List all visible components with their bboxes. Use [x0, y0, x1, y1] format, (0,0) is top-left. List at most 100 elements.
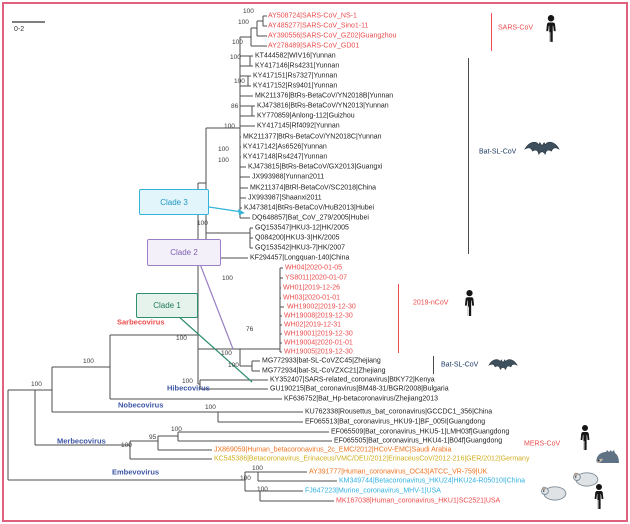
taxon-label: WH01|2019-12-26: [283, 284, 341, 292]
bootstrap-value: 95: [149, 433, 157, 441]
taxon-label: JX993988|Yunnan2011: [252, 173, 325, 181]
taxon-label: MK167038|Human_coronavirus_HKU1|SC2521|U…: [336, 497, 501, 505]
bootstrap-value: 100: [232, 38, 243, 46]
taxon-label: KJ473815|BtRs-BetaCoV/GX2013|Guangxi: [248, 163, 383, 171]
bootstrap-value: 100: [205, 403, 216, 411]
taxon-label: KF636752|Bat_Hp-betacoronavirus/Zhejiang…: [284, 395, 438, 403]
bat-sl-cov-group-label: Bat-SL-CoV: [479, 148, 517, 156]
bootstrap-value: 100: [238, 18, 249, 26]
taxon-label: JX993987|Shaanxi2011: [248, 194, 322, 202]
rodent-icon: [541, 486, 567, 501]
bootstrap-value: 100: [197, 219, 208, 227]
ncov-group-label: 2019-nCoV: [413, 299, 449, 307]
clade-1-box: Clade 1: [136, 293, 198, 318]
taxon-label: AY390556|SARS-CoV_GZ02|Guangzhou: [268, 32, 397, 40]
taxon-label: MK211377|BtRs-BetaCoV/YN2018C|Yunnan: [243, 133, 382, 141]
taxon-label: KT444582|WIV16|Yunnan: [255, 52, 336, 60]
clade-3-label: Clade 3: [160, 197, 188, 207]
taxon-label: KY417146|Rs4231|Yunnan: [255, 62, 340, 70]
clade-2-box: Clade 2: [147, 239, 221, 266]
bootstrap-value: 100: [171, 425, 182, 433]
scale-bar: [12, 21, 45, 23]
taxon-label: WH19005|2019-12-30: [284, 348, 353, 356]
mers-cov-group-label: MERS-CoV: [524, 440, 561, 448]
taxon-label: WH19001|2019-12-30: [284, 330, 353, 338]
taxon-label: KY417145|Rf4092|Yunnan: [257, 122, 340, 130]
bootstrap-value: 100: [176, 334, 187, 342]
taxon-label: WH19004|2020-01-01: [284, 339, 353, 347]
bootstrap-value: 100: [222, 274, 233, 282]
genus-label: Nobecovirus: [118, 400, 164, 410]
taxon-label: KJ473814|BtRs-BetaCoV/HuB2013|Hubei: [244, 204, 375, 212]
bootstrap-value: 100: [228, 361, 239, 369]
taxon-label: WH04|2020-01-05: [285, 264, 343, 272]
taxon-label: MG772933|bat-SL-CoVZC45|Zhejiang: [262, 357, 381, 365]
bootstrap-value: 100: [218, 156, 229, 164]
taxon-label: AY391777|Human_coronavirus_OC43|ATCC_VR-…: [309, 468, 488, 476]
taxon-label: AY278489|SARS-CoV_GD01: [268, 42, 360, 50]
taxon-label: WH19002|2019-12-30: [287, 303, 356, 311]
taxon-label: EF065509|Bat_coronavirus_HKU5-1|LMH03f|G…: [331, 428, 510, 436]
bat-icon: [524, 141, 560, 156]
scale-bar-label: 0-2: [14, 26, 25, 33]
genus-label: Hibecovirus: [167, 383, 210, 393]
bootstrap-value: 100: [182, 377, 193, 385]
sars-cov-group-label: SARS-CoV: [498, 24, 534, 32]
taxon-label: KF294457|Longquan-140|China: [250, 254, 350, 262]
ncov-group-line: [398, 284, 399, 353]
bootstrap-value: 100: [240, 474, 251, 482]
bootstrap-value: 100: [83, 357, 94, 365]
taxon-label: WH02|2019-12-31: [284, 321, 342, 329]
taxon-label: WH03|2020-01-01: [283, 294, 341, 302]
taxon-label: FJ647223|Murine_coronavirus_MHV-1|USA: [305, 487, 441, 495]
human-icon: [464, 290, 475, 316]
bootstrap-value: 76: [246, 325, 254, 333]
taxon-label: AY485277|SARS-CoV_Sino1-11: [268, 22, 369, 30]
bat-sl-cov-group-line: [468, 58, 469, 254]
human-icon: [546, 15, 556, 42]
clade-1-label: Clade 1: [153, 301, 181, 310]
taxon-label: GQ153547|HKU3-12|HK/2005: [255, 224, 349, 232]
taxon-label: KY417148|Rs4247|Yunnan: [243, 153, 328, 161]
taxon-label: EF065513|Bat_coronavirus_HKU9-1|BF_005I|…: [305, 418, 486, 426]
bootstrap-value: 100: [218, 145, 229, 153]
taxon-label: KY770859|Anlong-112|Guizhou: [257, 112, 355, 120]
clade-2-label: Clade 2: [170, 248, 198, 257]
taxon-label: MG772934|bat-SL-CoVZXC21|Zhejiang: [262, 367, 386, 375]
taxon-label: GU190215|Bat_coronavirus|BM48-31/BGR/200…: [270, 385, 449, 393]
taxon-label: AY508724|SARS-CoV_NS-1: [268, 12, 357, 20]
taxon-label: WH19008|2019-12-30: [284, 312, 353, 320]
genus-label: Sarbecovirus: [117, 317, 165, 327]
bootstrap-value: 100: [252, 464, 263, 472]
taxon-label: KM349744|Betacoronavirus_HKU24|HKU24-R05…: [339, 477, 526, 485]
genus-label: Merbecovirus: [57, 436, 106, 446]
bootstrap-value: 100: [234, 77, 245, 85]
rodent-icon: [573, 472, 599, 487]
sars-cov-group-line: [491, 13, 492, 51]
taxon-label: KY417142|As6526|Yunnan: [243, 143, 327, 151]
taxon-label: Q084200|HKU3-3|HK/2005: [255, 234, 340, 242]
bootstrap-value: 100: [257, 485, 268, 493]
taxon-label: KY417151|Rs7327|Yunnan: [253, 72, 338, 80]
taxon-label: KC545386|Betacoronavirus_Erinaceus/VMC/D…: [214, 455, 530, 463]
taxon-label: KJ473816|BtRs-BetaCoV/YN2013|Yunnan: [257, 102, 389, 110]
taxon-label: MK211376|BtRs-BetaCoV/YN2018B|Yunnan: [255, 92, 394, 100]
taxon-label: KU762338|Rousettus_bat_coronavirus|GCCDC…: [305, 408, 493, 416]
taxon-label: KY417152|Rs9401|Yunnan: [253, 82, 338, 90]
taxon-label: DQ648857|Bat_CoV_279/2005|Hubei: [252, 214, 369, 222]
bat-sl-cov2-group-line: [433, 356, 434, 374]
taxon-label: EF065505|Bat_coronavirus_HKU4-1|B04f|Gua…: [334, 437, 503, 445]
taxon-label: YS8011|2020-01-07: [285, 274, 348, 282]
human-icon: [580, 425, 590, 450]
hedgehog-icon: [596, 450, 619, 463]
taxon-label: JX869059|Human_betacoronavirus_2c_EMC/20…: [214, 446, 452, 454]
bootstrap-value: 100: [221, 349, 232, 357]
bootstrap-value: 100: [31, 380, 42, 388]
bat-icon: [488, 359, 518, 371]
bat-sl-cov2-group-label: Bat-SL-CoV: [441, 361, 479, 369]
genus-label: Embevovirus: [112, 467, 160, 477]
bootstrap-value: 86: [231, 102, 239, 110]
taxon-label: GQ153542|HKU3-7|HK/2007: [255, 244, 346, 252]
